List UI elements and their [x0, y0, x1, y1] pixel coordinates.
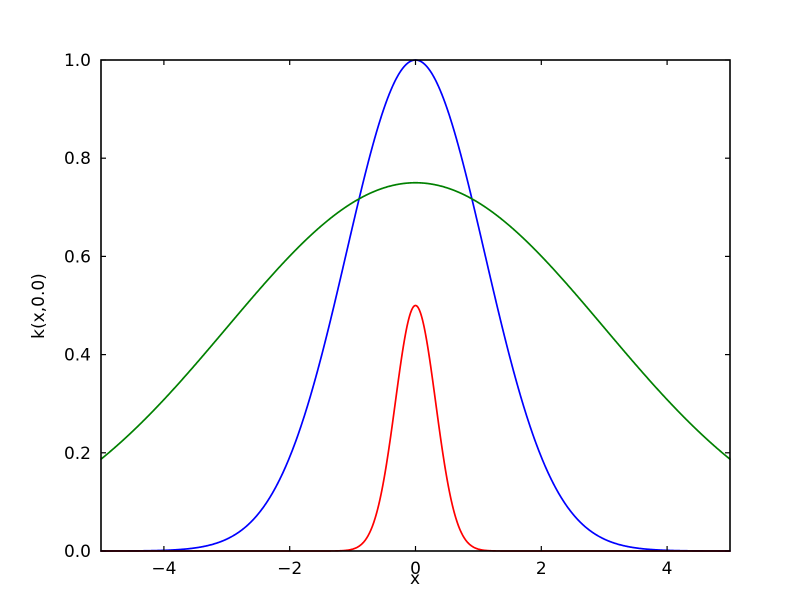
y-tick-label: 0.0 — [64, 542, 91, 562]
y-tick-label: 0.4 — [64, 346, 91, 366]
x-axis-label: x — [410, 569, 420, 589]
y-tick-label: 0.2 — [64, 444, 91, 464]
x-tick-label: −4 — [151, 559, 176, 579]
plot-frame — [100, 59, 731, 552]
y-tick-label: 0.6 — [64, 247, 91, 267]
y-tick-label: 0.8 — [64, 149, 91, 169]
x-tick-label: 0 — [410, 559, 421, 579]
axes-area: −4 −2 0 2 4 0.0 0.2 0.4 0.6 0.8 1.0 x k(x,0.0) — [29, 51, 731, 589]
y-tick-label: 1.0 — [64, 51, 91, 71]
x-tick-label: −2 — [277, 559, 302, 579]
y-tick-labels: 0.0 0.2 0.4 0.6 0.8 1.0 — [64, 51, 91, 562]
x-tick-label: 4 — [662, 559, 673, 579]
y-axis-label: k(x,0.0) — [29, 273, 49, 339]
series-line-green-kernel — [100, 181, 731, 461]
x-tick-label: 2 — [536, 559, 547, 579]
x-tick-labels: −4 −2 0 2 4 — [151, 559, 672, 579]
